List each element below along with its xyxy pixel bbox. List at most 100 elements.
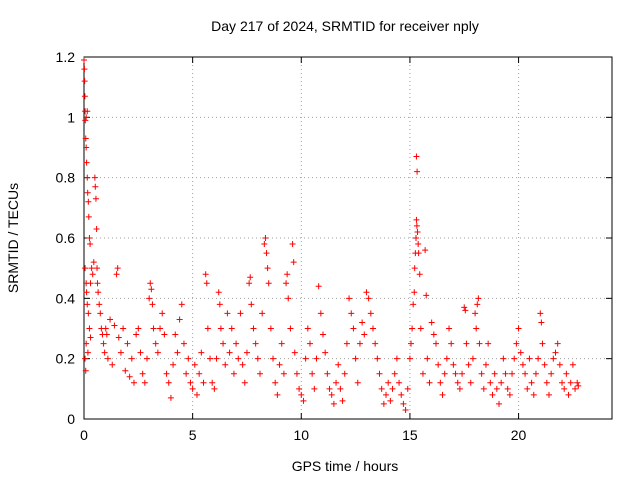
data-point bbox=[391, 370, 398, 377]
data-point bbox=[389, 385, 396, 392]
data-point bbox=[113, 271, 120, 278]
data-point bbox=[441, 370, 448, 377]
data-point bbox=[398, 391, 405, 398]
data-point bbox=[198, 349, 205, 356]
data-point bbox=[107, 316, 114, 323]
data-point bbox=[452, 370, 459, 377]
data-point bbox=[343, 340, 350, 347]
data-point bbox=[187, 379, 194, 386]
data-points bbox=[81, 57, 582, 413]
data-point bbox=[511, 355, 518, 362]
data-point bbox=[502, 370, 509, 377]
data-point bbox=[290, 259, 297, 266]
data-point bbox=[285, 295, 292, 302]
data-point bbox=[550, 355, 557, 362]
data-point bbox=[563, 370, 570, 377]
data-point bbox=[387, 397, 394, 404]
chart-title: Day 217 of 2024, SRMTID for receiver npl… bbox=[211, 18, 479, 34]
data-point bbox=[149, 301, 156, 308]
data-point bbox=[475, 295, 482, 302]
data-point bbox=[369, 325, 376, 332]
data-point bbox=[124, 340, 131, 347]
data-point bbox=[88, 265, 95, 272]
data-point bbox=[365, 295, 372, 302]
data-point bbox=[485, 340, 492, 347]
data-point bbox=[154, 349, 161, 356]
data-point bbox=[248, 301, 255, 308]
data-point bbox=[200, 379, 207, 386]
data-point bbox=[515, 325, 522, 332]
data-point bbox=[291, 349, 298, 356]
data-point bbox=[157, 325, 164, 332]
data-point bbox=[569, 361, 576, 368]
data-point bbox=[513, 340, 520, 347]
data-point bbox=[82, 367, 89, 374]
data-point bbox=[400, 400, 407, 407]
data-point bbox=[226, 349, 233, 356]
data-point bbox=[532, 370, 539, 377]
x-axis-label: GPS time / hours bbox=[292, 458, 399, 474]
data-point bbox=[230, 370, 237, 377]
data-point bbox=[404, 385, 411, 392]
data-point bbox=[402, 406, 409, 413]
data-point bbox=[414, 168, 421, 175]
data-point bbox=[239, 361, 246, 368]
data-point bbox=[413, 216, 420, 223]
data-point bbox=[254, 355, 261, 362]
data-point bbox=[204, 325, 211, 332]
data-point bbox=[439, 391, 446, 398]
y-tick-label: 0.8 bbox=[56, 170, 76, 186]
data-point bbox=[81, 57, 87, 64]
data-point bbox=[133, 331, 140, 338]
data-point bbox=[311, 385, 318, 392]
y-tick-label: 0.4 bbox=[56, 290, 76, 306]
data-point bbox=[298, 391, 305, 398]
data-point bbox=[83, 114, 90, 121]
data-point bbox=[109, 361, 116, 368]
data-point bbox=[556, 361, 563, 368]
data-point bbox=[506, 391, 513, 398]
data-point bbox=[101, 349, 108, 356]
data-point bbox=[504, 385, 511, 392]
data-point bbox=[361, 331, 368, 338]
data-point bbox=[469, 355, 476, 362]
data-point bbox=[409, 325, 416, 332]
data-point bbox=[309, 370, 316, 377]
data-point bbox=[450, 361, 457, 368]
data-point bbox=[83, 340, 90, 347]
data-point bbox=[535, 355, 542, 362]
data-point bbox=[287, 325, 294, 332]
data-point bbox=[538, 319, 545, 326]
data-point bbox=[183, 370, 190, 377]
data-point bbox=[86, 235, 93, 241]
data-point bbox=[82, 265, 89, 272]
data-point bbox=[419, 370, 426, 377]
y-tick-label: 1.2 bbox=[56, 49, 76, 65]
data-point bbox=[437, 379, 444, 386]
data-point bbox=[416, 271, 423, 278]
data-point bbox=[539, 340, 546, 347]
data-point bbox=[356, 340, 363, 347]
data-point bbox=[237, 310, 244, 317]
data-point bbox=[191, 361, 198, 368]
data-point bbox=[498, 379, 505, 386]
data-point bbox=[94, 280, 101, 287]
data-point bbox=[102, 325, 109, 332]
data-point bbox=[250, 325, 257, 332]
data-point bbox=[341, 370, 348, 377]
data-point bbox=[517, 349, 524, 356]
data-point bbox=[433, 340, 439, 347]
data-point bbox=[328, 391, 335, 398]
data-point bbox=[363, 289, 370, 296]
data-point bbox=[222, 361, 229, 368]
data-point bbox=[264, 265, 271, 272]
data-point bbox=[126, 373, 133, 380]
data-point bbox=[326, 385, 333, 392]
data-point bbox=[220, 340, 227, 347]
data-point bbox=[411, 265, 418, 272]
data-point bbox=[376, 370, 383, 377]
data-point bbox=[89, 271, 96, 278]
data-point bbox=[92, 195, 99, 202]
data-point bbox=[82, 117, 89, 124]
data-point bbox=[262, 235, 269, 241]
